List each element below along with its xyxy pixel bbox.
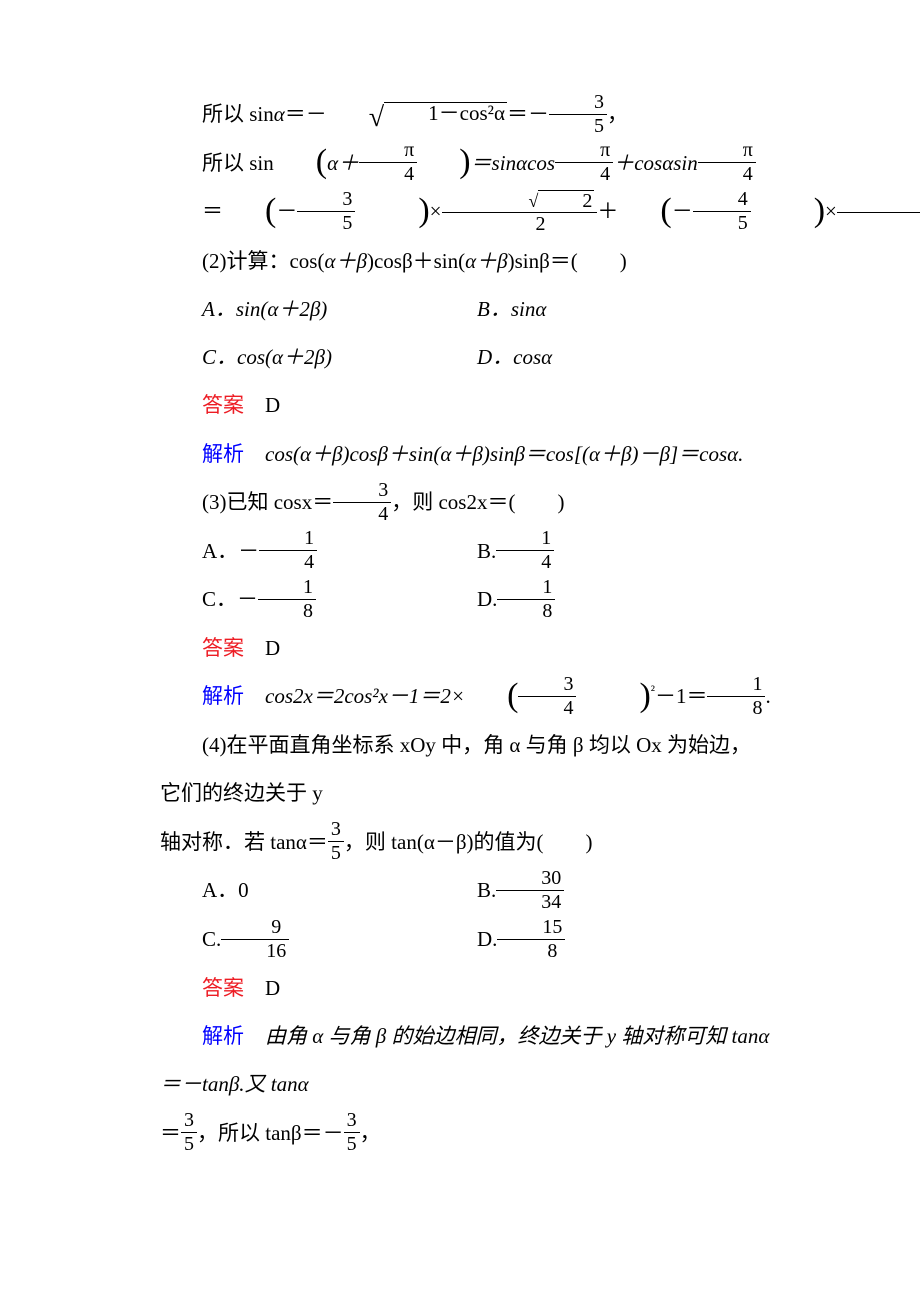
q3-options-cd: C．－18 D.18 xyxy=(160,575,770,624)
analysis-label: 解析 xyxy=(202,442,244,466)
q2-options-ab: A．sin(α＋2β) B．sinα xyxy=(160,285,770,333)
q4-optB: B.3034 xyxy=(435,866,710,915)
q3-optB: B.14 xyxy=(435,527,710,576)
q4-answer: 答案D xyxy=(160,964,770,1012)
q3-answer: 答案D xyxy=(160,624,770,672)
answer-label: 答案 xyxy=(202,393,244,417)
q2-optB: B．sinα xyxy=(435,285,710,333)
q2-optD: D．cosα xyxy=(435,333,710,381)
q2-options-cd: C．cos(α＋2β) D．cosα xyxy=(160,333,770,381)
q4-stem-line1: (4)在平面直角坐标系 xOy 中，角 α 与角 β 均以 Ox 为始边，它们的… xyxy=(160,721,770,818)
p1-eq2: ＝－ xyxy=(507,102,549,126)
q3-optD: D.18 xyxy=(435,575,710,624)
q2-answer: 答案D xyxy=(160,381,770,429)
q3-optC: C．－18 xyxy=(160,575,435,624)
q2-stem: (2)计算：cos(α＋β)cosβ＋sin(α＋β)sinβ＝( ) xyxy=(160,237,770,285)
p1-alpha: α xyxy=(274,102,285,126)
sqrt-icon: √1－cos²α xyxy=(327,102,507,130)
q2-analysis: 解析cos(α＋β)cosβ＋sin(α＋β)sinβ＝cos[(α＋β)－β]… xyxy=(160,430,770,478)
q4-optA: A．0 xyxy=(160,866,435,915)
q4-options-ab: A．0 B.3034 xyxy=(160,866,770,915)
analysis-label: 解析 xyxy=(202,684,244,708)
q4-analysis-line2: ＝35，所以 tanβ＝－35， xyxy=(160,1109,770,1158)
p1-tail: ， xyxy=(607,102,628,126)
q4-options-cd: C.916 D.158 xyxy=(160,915,770,964)
q2-optA: A．sin(α＋2β) xyxy=(160,285,435,333)
p2-pre: 所以 sin xyxy=(202,151,274,175)
analysis-label: 解析 xyxy=(202,1024,244,1048)
p1-eq1: ＝－ xyxy=(285,102,327,126)
p1-pre: 所以 sin xyxy=(202,102,274,126)
p3-line: ＝(－35 )×√22＋(－45 )×√22＝－7√210. xyxy=(160,187,770,236)
q3-stem: (3)已知 cosx＝34，则 cos2x＝( ) xyxy=(160,478,770,527)
q4-optD: D.158 xyxy=(435,915,710,964)
answer-label: 答案 xyxy=(202,636,244,660)
q4-stem-line2: 轴对称．若 tanα＝35，则 tan(α－β)的值为( ) xyxy=(160,818,770,867)
q3-optA: A．－14 xyxy=(160,527,435,576)
q4-optC: C.916 xyxy=(160,915,435,964)
p2-line: 所以 sin(α＋π4)＝sinαcosπ4＋cosαsinπ4 xyxy=(160,139,770,188)
p1-frac: 35 xyxy=(549,92,607,137)
answer-label: 答案 xyxy=(202,976,244,1000)
q2-optC: C．cos(α＋2β) xyxy=(160,333,435,381)
q3-options-ab: A．－14 B.14 xyxy=(160,527,770,576)
q3-analysis: 解析cos2x＝2cos²x－1＝2×(34 )²－1＝18. xyxy=(160,672,770,721)
q4-analysis-line1: 解析由角 α 与角 β 的始边相同，终边关于 y 轴对称可知 tanα＝－tan… xyxy=(160,1012,770,1109)
p1-line: 所以 sinα＝－√1－cos²α＝－35， xyxy=(160,90,770,139)
